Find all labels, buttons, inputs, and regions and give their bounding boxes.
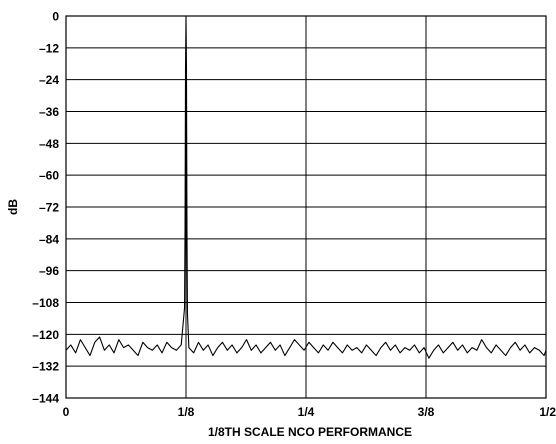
x-axis-label: 1/8TH SCALE NCO PERFORMANCE bbox=[208, 425, 412, 439]
spectrum-trace bbox=[65, 15, 547, 359]
y-tick-label: –144 bbox=[32, 392, 59, 406]
x-axis-ticks: 0 1/8 1/4 3/8 1/2 bbox=[63, 405, 556, 419]
y-axis-label: dB bbox=[6, 199, 20, 215]
y-tick-label: –36 bbox=[39, 105, 59, 119]
series-layer bbox=[65, 15, 547, 359]
x-tick-label: 1/8 bbox=[178, 405, 195, 419]
y-tick-label: 0 bbox=[52, 10, 59, 24]
y-tick-label: –84 bbox=[39, 232, 59, 246]
x-tick-label: 1/4 bbox=[298, 405, 315, 419]
y-tick-label: –12 bbox=[39, 41, 59, 55]
y-axis-ticks: 0 –12 –24 –36 –48 –60 –72 –84 –96 –108 –120 –132 –14… bbox=[32, 10, 59, 406]
y-tick-label: –96 bbox=[39, 264, 59, 278]
y-tick-label: –60 bbox=[39, 169, 59, 183]
plot-frame bbox=[65, 15, 547, 399]
y-tick-label: –72 bbox=[39, 201, 59, 215]
x-tick-label: 3/8 bbox=[418, 405, 435, 419]
x-tick-label: 1/2 bbox=[539, 405, 556, 419]
y-tick-label: –48 bbox=[39, 137, 59, 151]
y-tick-label: –108 bbox=[32, 296, 59, 310]
x-tick-label: 0 bbox=[63, 405, 70, 419]
y-tick-label: –120 bbox=[32, 328, 59, 342]
y-tick-label: –132 bbox=[32, 360, 59, 374]
y-tick-label: –24 bbox=[39, 73, 59, 87]
grid-lines bbox=[65, 15, 547, 399]
